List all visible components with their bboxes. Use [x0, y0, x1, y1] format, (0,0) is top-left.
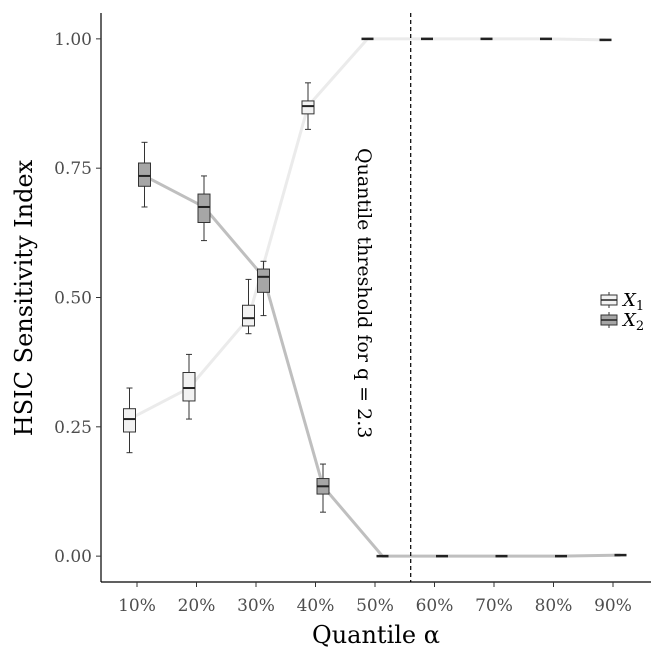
box-iqr: [301, 100, 315, 115]
box-iqr: [182, 372, 196, 402]
x-tick-label: 80%: [535, 596, 573, 616]
box-x1-20pct: [182, 353, 196, 420]
box-x1-10pct: [123, 387, 136, 454]
x-tick-label: 60%: [416, 596, 454, 616]
box-x1-30pct: [242, 278, 255, 335]
plot-area: [123, 13, 627, 582]
box-x2-10pct: [138, 141, 151, 208]
box-x1-40pct: [301, 82, 315, 130]
x-tick-label: 50%: [356, 596, 394, 616]
legend-item-x2: X2: [600, 310, 644, 334]
y-axis-title: HSIC Sensitivity Index: [10, 159, 38, 436]
axes: [100, 13, 651, 583]
y-tick-label: 0.75: [54, 159, 92, 179]
threshold-annotation: Quantile threshold for q = 2.3: [353, 148, 375, 438]
series-line-x2: [143, 174, 621, 558]
ticks: 0.00 0.25 0.50 0.75 1.00 10% 20% 30% 40% 50% 60% 70…: [54, 30, 632, 616]
legend-label: X1: [621, 290, 644, 314]
box-iqr: [242, 304, 255, 327]
x-tick-label: 40%: [297, 596, 335, 616]
box-x2-20pct: [197, 175, 211, 242]
x-tick-label: 30%: [237, 596, 275, 616]
y-tick-label: 0.50: [54, 289, 92, 309]
x-tick-label: 10%: [118, 596, 156, 616]
y-tick-label: 0.25: [54, 418, 92, 438]
box-iqr: [197, 193, 211, 223]
legend-label: X2: [621, 310, 644, 334]
box-x2-40pct: [316, 463, 330, 513]
x-tick-label: 90%: [594, 596, 632, 616]
box-iqr: [123, 408, 136, 433]
x-axis-title: Quantile α: [312, 621, 440, 649]
y-tick-label: 1.00: [54, 30, 92, 50]
box-iqr: [138, 162, 151, 187]
box-x2-30pct: [257, 260, 270, 317]
x-tick-label: 20%: [178, 596, 216, 616]
box-iqr: [257, 268, 270, 293]
x-tick-label: 70%: [475, 596, 513, 616]
legend-item-x1: X1: [600, 290, 644, 314]
y-tick-label: 0.00: [54, 547, 92, 567]
